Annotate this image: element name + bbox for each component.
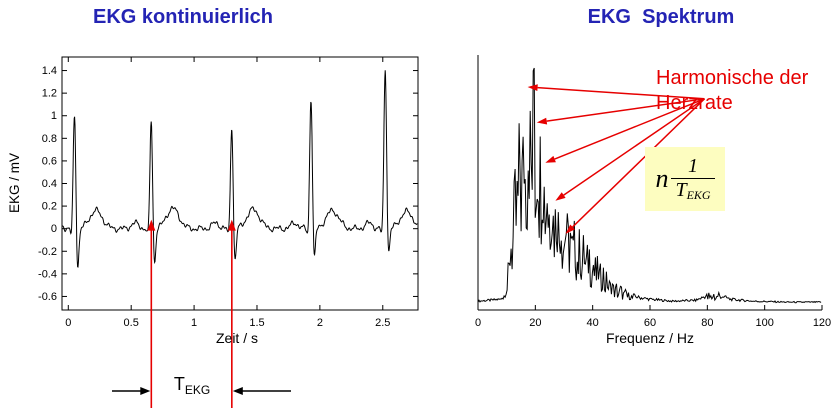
formula-denominator-main: T <box>675 179 687 201</box>
period-label-main: T <box>173 374 185 394</box>
svg-text:40: 40 <box>587 317 599 329</box>
ekg-time-chart: -0.6 -0.4 -0.2 0 0.2 0.4 0.6 0.8 1 1.2 1.4 0 0.5 1 1.5… <box>38 56 419 408</box>
formula-fraction: 1 TEKG <box>671 155 715 203</box>
svg-text:1: 1 <box>191 317 197 329</box>
svg-text:0.2: 0.2 <box>42 201 57 213</box>
period-label-t-ekg: TEKG <box>153 374 231 397</box>
svg-text:20: 20 <box>529 317 541 329</box>
period-label-subscript: EKG <box>184 383 211 397</box>
svg-text:2: 2 <box>317 317 323 329</box>
svg-text:0.8: 0.8 <box>42 133 57 145</box>
svg-text:1.2: 1.2 <box>42 88 57 100</box>
svg-text:-0.6: -0.6 <box>38 291 57 303</box>
svg-text:0.6: 0.6 <box>42 155 57 167</box>
svg-text:0.5: 0.5 <box>124 317 139 329</box>
svg-text:0: 0 <box>51 223 57 235</box>
svg-text:2.5: 2.5 <box>375 317 390 329</box>
harmonics-annotation: Harmonische der Herzrate <box>656 66 831 116</box>
right-chart-title: EKG Spektrum <box>587 6 735 28</box>
svg-text:-0.2: -0.2 <box>38 246 57 258</box>
harmonics-annotation-line1: Harmonische der <box>656 67 809 89</box>
formula-n: n <box>655 164 669 193</box>
left-x-axis-label: Zeit / s <box>215 330 258 346</box>
svg-text:1.5: 1.5 <box>249 317 264 329</box>
svg-text:100: 100 <box>755 317 773 329</box>
svg-text:-0.4: -0.4 <box>38 268 57 280</box>
formula-denominator-subscript: EKG <box>686 188 711 202</box>
formula-box: n 1 TEKG <box>645 147 725 211</box>
formula-denominator: TEKG <box>671 178 715 203</box>
ekg-spectrum-chart: 0 20 40 60 80 100 120 <box>475 55 831 329</box>
svg-text:1: 1 <box>51 110 57 122</box>
svg-text:60: 60 <box>644 317 656 329</box>
svg-text:120: 120 <box>813 317 831 329</box>
svg-text:0.4: 0.4 <box>42 178 57 190</box>
left-y-axis-label: EKG / mV <box>7 153 22 214</box>
svg-text:0: 0 <box>65 317 71 329</box>
left-chart-title: EKG kontinuierlich <box>92 6 274 28</box>
svg-text:1.4: 1.4 <box>42 65 57 77</box>
right-x-axis-label: Frequenz / Hz <box>606 330 694 346</box>
harmonics-annotation-line2: Herzrate <box>656 92 733 114</box>
svg-text:80: 80 <box>701 317 713 329</box>
formula-numerator: 1 <box>688 155 698 177</box>
svg-text:0: 0 <box>475 317 481 329</box>
